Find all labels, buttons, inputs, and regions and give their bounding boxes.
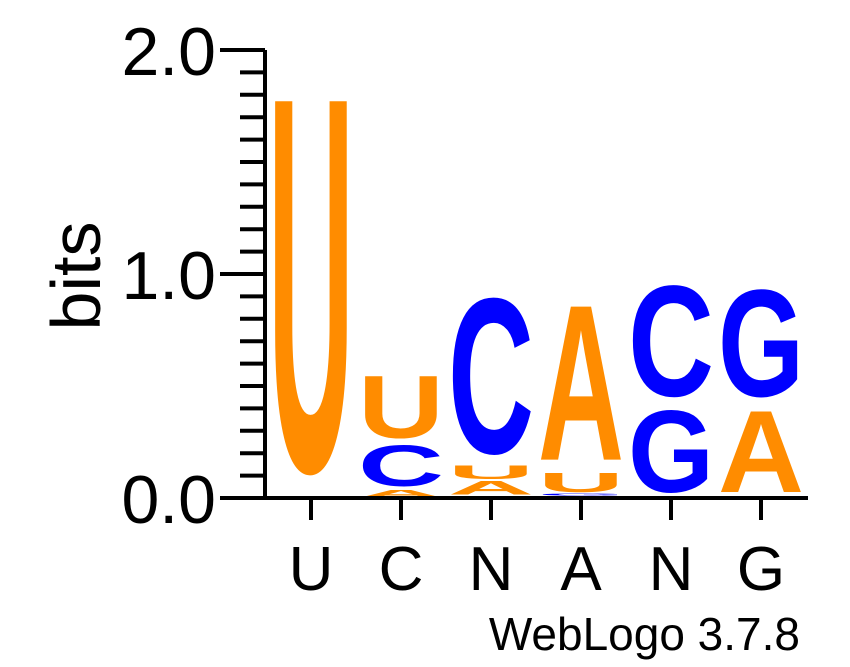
x-tick-label: C bbox=[379, 535, 424, 604]
x-tick-label: A bbox=[560, 535, 602, 604]
logo-letter-a: A bbox=[718, 386, 804, 517]
x-tick-label: U bbox=[289, 535, 334, 604]
logo-letter-a: A bbox=[448, 477, 534, 499]
letter-stacks: UACUGAUCCGUAGCAG bbox=[268, 0, 804, 585]
logo-letter-g: G bbox=[718, 258, 804, 429]
axes: 0.01.02.0U C N A N G bbox=[121, 14, 808, 604]
logo-letter-g: G bbox=[538, 493, 624, 496]
y-tick-label: 2.0 bbox=[121, 14, 216, 90]
logo-letter-c: C bbox=[628, 252, 714, 429]
weblogo-credit: WebLogo 3.7.8 bbox=[489, 608, 800, 660]
logo-letter-g: G bbox=[628, 387, 714, 517]
y-tick-label: 0.0 bbox=[121, 462, 216, 538]
x-tick-label: G bbox=[737, 535, 785, 604]
y-axis-label: bits bbox=[37, 222, 115, 331]
logo-letter-u: U bbox=[268, 0, 354, 585]
logo-letter-u: U bbox=[448, 462, 534, 484]
x-tick-label: N bbox=[649, 535, 694, 604]
y-tick-label: 1.0 bbox=[121, 238, 216, 314]
logo-letter-u: U bbox=[358, 358, 444, 457]
logo-letter-u: U bbox=[538, 467, 624, 498]
logo-letter-c: C bbox=[358, 433, 444, 498]
x-tick-label: N bbox=[469, 535, 514, 604]
logo-letter-a: A bbox=[538, 259, 624, 507]
logo-letter-c: C bbox=[448, 252, 534, 500]
